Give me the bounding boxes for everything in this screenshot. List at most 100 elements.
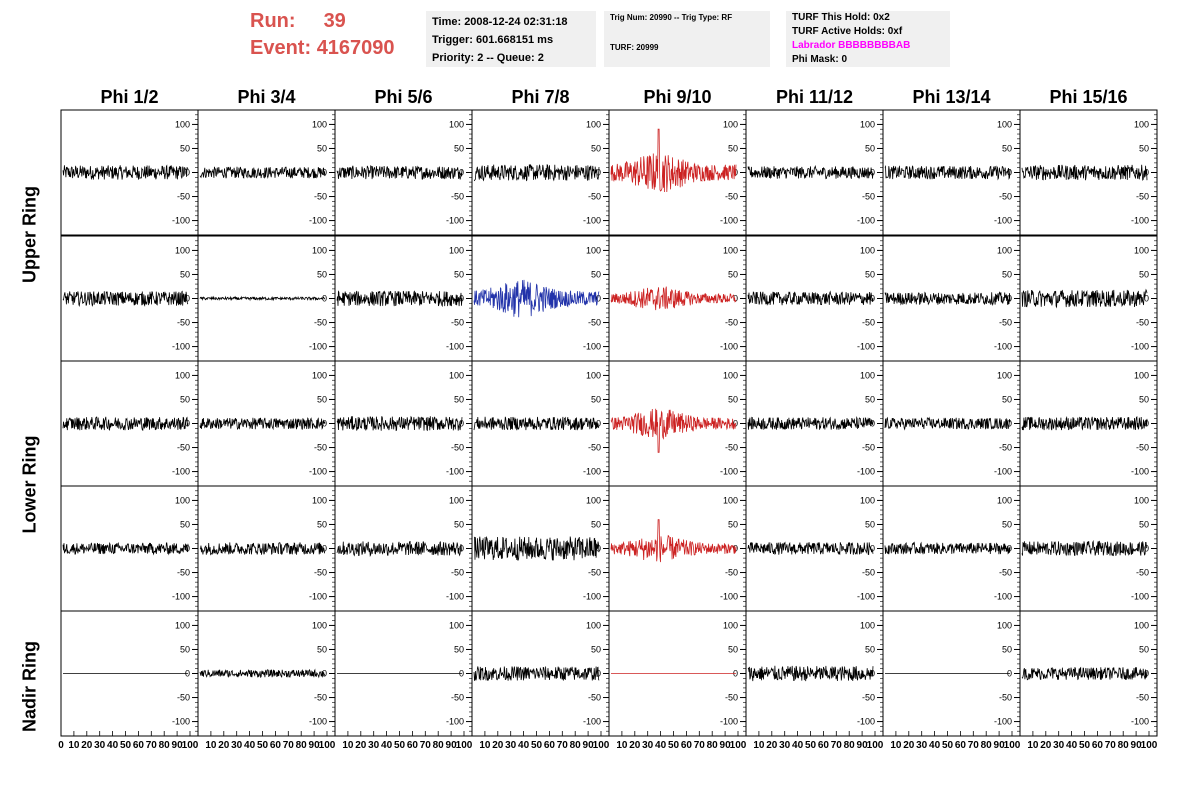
- xtick-label: 0: [58, 740, 64, 751]
- xtick-label: 60: [818, 740, 830, 751]
- xtick-label: 100: [593, 740, 610, 751]
- xtick-label: 40: [655, 740, 667, 751]
- waveform-trace: [1021, 539, 1148, 557]
- ytick-label: 50: [865, 519, 875, 529]
- event-label: Event:: [250, 37, 312, 59]
- ytick-label: 100: [723, 119, 738, 129]
- ytick-label: 50: [1139, 269, 1149, 279]
- ytick-label: -50: [1136, 318, 1149, 328]
- ytick-label: -50: [1136, 568, 1149, 578]
- turf-text: TURF: 20999: [610, 43, 659, 52]
- ytick-label: 100: [997, 495, 1012, 505]
- ytick-label: -100: [1131, 216, 1149, 226]
- xtick-label: 70: [283, 740, 295, 751]
- ytick-label: -50: [725, 443, 738, 453]
- ytick-label: -50: [999, 318, 1012, 328]
- ytick-label: 50: [728, 269, 738, 279]
- ytick-label: 50: [1002, 143, 1012, 153]
- xtick-label: 30: [779, 740, 791, 751]
- ytick-label: -50: [725, 568, 738, 578]
- ytick-label: 50: [591, 394, 601, 404]
- xtick-label: 100: [182, 740, 199, 751]
- run-row: Run: 39: [250, 8, 420, 35]
- ytick-label: -100: [172, 467, 190, 477]
- xtick-label: 10: [616, 740, 628, 751]
- waveform-trace: [62, 290, 189, 307]
- waveform-trace: [610, 286, 737, 311]
- xtick-label: 20: [355, 740, 367, 751]
- ytick-label: 100: [312, 245, 327, 255]
- xtick-label: 10: [479, 740, 491, 751]
- ytick-label: 50: [454, 519, 464, 529]
- ytick-label: 100: [312, 119, 327, 129]
- xtick-label: 50: [394, 740, 406, 751]
- ytick-label: -50: [862, 443, 875, 453]
- xtick-label: 30: [916, 740, 928, 751]
- xtick-label: 70: [694, 740, 706, 751]
- ytick-label: 100: [312, 495, 327, 505]
- ytick-label: -100: [309, 717, 327, 727]
- waveform-trace: [1021, 666, 1148, 681]
- time-text: Time: 2008-12-24 02:31:18: [432, 16, 568, 28]
- ytick-label: 50: [1002, 644, 1012, 654]
- xtick-label: 80: [570, 740, 582, 751]
- ytick-label: 100: [997, 370, 1012, 380]
- priority-text: Priority: 2 -- Queue: 2: [432, 52, 544, 64]
- ytick-label: -50: [588, 443, 601, 453]
- xtick-label: 50: [1079, 740, 1091, 751]
- column-header-phi-1-2: Phi 1/2: [100, 87, 159, 107]
- ytick-label: 50: [180, 143, 190, 153]
- ytick-label: 50: [1002, 394, 1012, 404]
- xtick-label: 30: [368, 740, 380, 751]
- ytick-label: 50: [865, 394, 875, 404]
- turf-hold-box: TURF This Hold: 0x2 TURF Active Holds: 0…: [786, 11, 950, 67]
- ytick-label: -100: [446, 216, 464, 226]
- ytick-label: -50: [451, 568, 464, 578]
- ytick-label: 100: [586, 370, 601, 380]
- xtick-label: 20: [492, 740, 504, 751]
- ytick-label: 100: [723, 245, 738, 255]
- run-label: Run:: [250, 10, 296, 32]
- xtick-label: 10: [890, 740, 902, 751]
- ytick-label: 0: [322, 669, 327, 679]
- waveform-trace: [473, 416, 600, 431]
- waveform-trace: [747, 165, 874, 180]
- ytick-label: -100: [1131, 342, 1149, 352]
- xtick-label: 90: [309, 740, 321, 751]
- ytick-label: 100: [175, 495, 190, 505]
- ytick-label: -50: [1136, 693, 1149, 703]
- ytick-label: -50: [862, 693, 875, 703]
- ytick-label: -100: [994, 216, 1012, 226]
- ytick-label: -100: [583, 592, 601, 602]
- waveform-trace: [474, 535, 600, 561]
- labrador-text: Labrador BBBBBBBBAB: [792, 40, 911, 51]
- ytick-label: -100: [1131, 592, 1149, 602]
- ytick-label: -50: [588, 693, 601, 703]
- column-header-phi-5-6: Phi 5/6: [374, 87, 433, 107]
- waveform-trace: [336, 540, 463, 557]
- ytick-label: 0: [322, 419, 327, 429]
- time-trigger-box: Time: 2008-12-24 02:31:18 Trigger: 601.6…: [426, 11, 596, 67]
- ytick-label: 50: [1139, 519, 1149, 529]
- ytick-label: 100: [860, 245, 875, 255]
- ytick-label: 50: [865, 269, 875, 279]
- xtick-label: 90: [583, 740, 595, 751]
- waveform-trace: [473, 279, 600, 318]
- xtick-label: 60: [955, 740, 967, 751]
- ytick-label: 50: [180, 394, 190, 404]
- ytick-label: -50: [314, 192, 327, 202]
- ytick-label: -100: [172, 216, 190, 226]
- ytick-label: 100: [586, 495, 601, 505]
- ytick-label: -100: [446, 342, 464, 352]
- ytick-label: 100: [723, 620, 738, 630]
- ytick-label: 100: [449, 495, 464, 505]
- waveform-trace: [336, 415, 463, 432]
- waveform-trace: [747, 290, 874, 306]
- ytick-label: -50: [451, 693, 464, 703]
- ytick-label: -50: [314, 693, 327, 703]
- ytick-label: -50: [314, 443, 327, 453]
- trig-text: Trig Num: 20990 -- Trig Type: RF: [610, 13, 733, 22]
- waveform-trace: [199, 295, 325, 302]
- xtick-label: 40: [107, 740, 119, 751]
- ytick-label: -100: [1131, 717, 1149, 727]
